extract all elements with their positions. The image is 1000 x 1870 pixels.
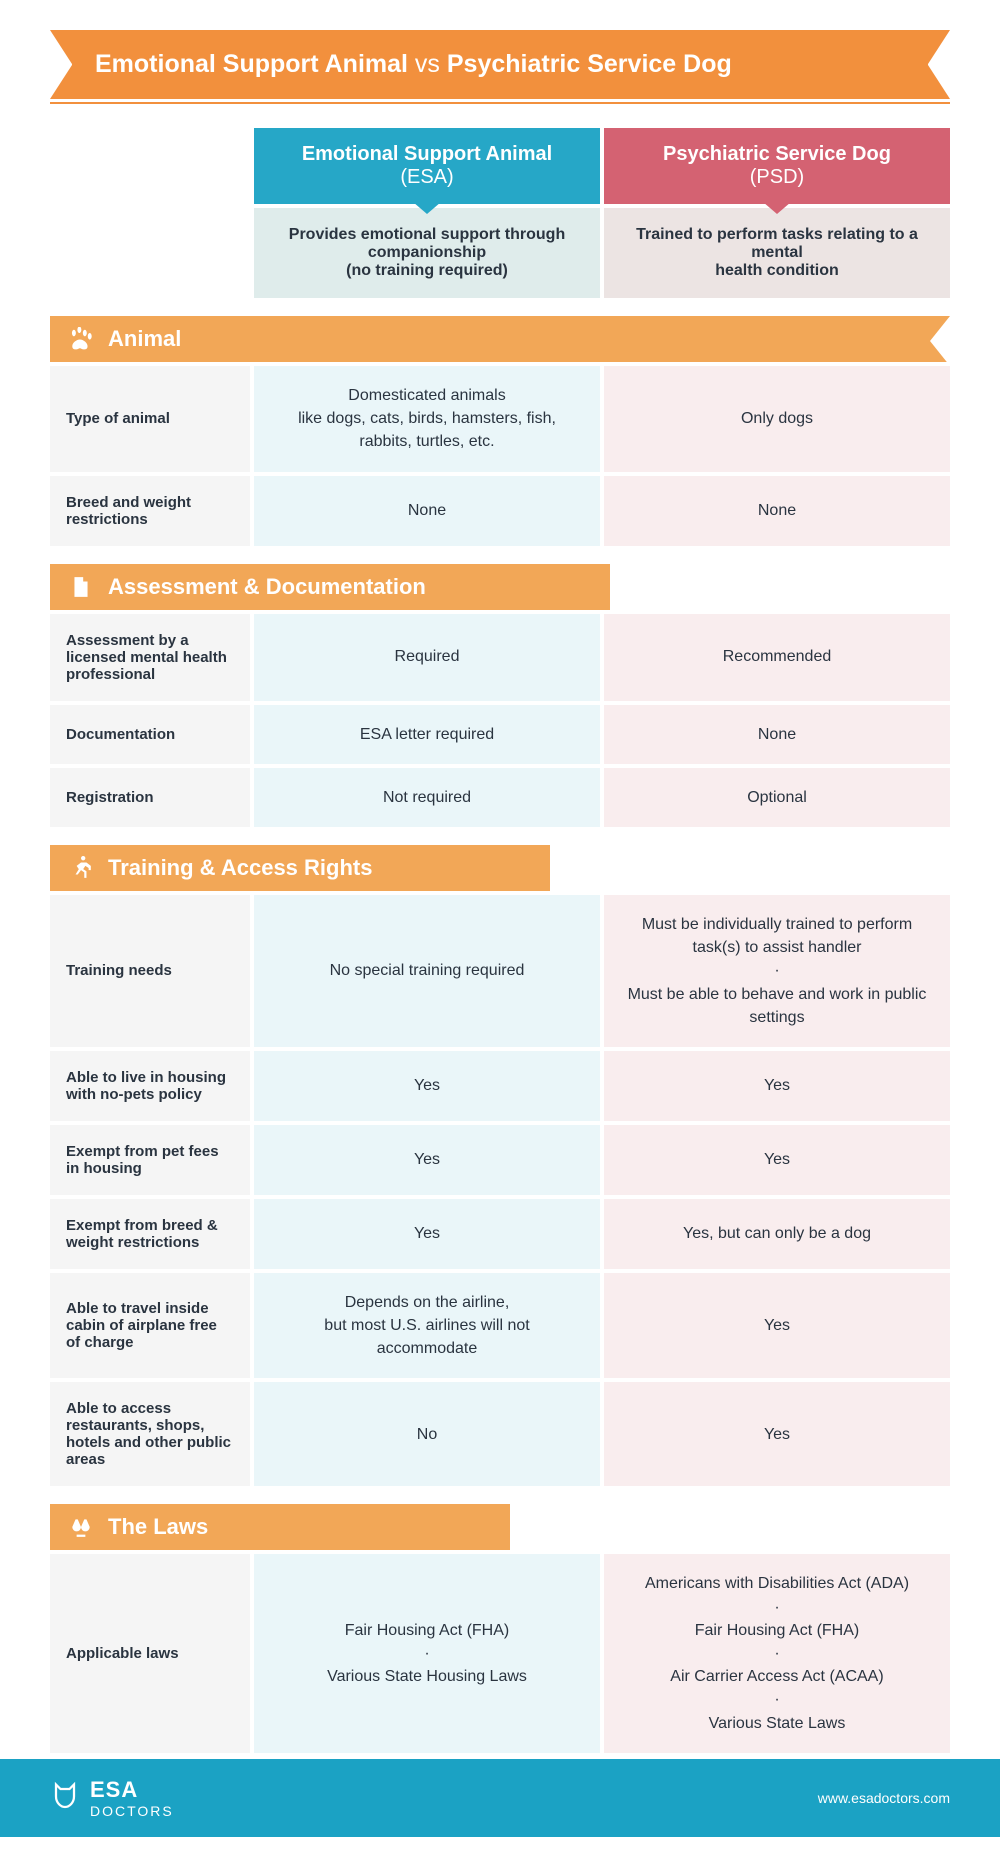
psd-cell: Optional <box>604 768 950 827</box>
title-underline <box>50 102 950 104</box>
esa-cell: Yes <box>254 1199 600 1269</box>
esa-description: Provides emotional support through compa… <box>254 208 600 298</box>
section-title: Assessment & Documentation <box>108 574 426 600</box>
esa-cell: No <box>254 1382 600 1486</box>
psd-cell: None <box>604 705 950 764</box>
title-ribbon: Emotional Support Animal vs Psychiatric … <box>50 30 950 99</box>
psd-cell: Americans with Disabilities Act (ADA) · … <box>604 1554 950 1752</box>
esa-cell: ESA letter required <box>254 705 600 764</box>
cat-icon <box>50 1780 80 1815</box>
empty-corner <box>50 128 250 204</box>
row-label: Exempt from breed & weight restrictions <box>50 1199 250 1269</box>
psd-abbr: (PSD) <box>614 166 940 189</box>
title-part1: Emotional Support Animal <box>95 50 408 78</box>
esa-arrow-icon <box>413 202 441 214</box>
psd-cell: None <box>604 476 950 546</box>
row-label: Assessment by a licensed mental health p… <box>50 614 250 701</box>
esa-cell: Depends on the airline, but most U.S. ai… <box>254 1273 600 1379</box>
psd-cell: Only dogs <box>604 366 950 472</box>
row-label: Applicable laws <box>50 1554 250 1752</box>
running-icon <box>68 855 94 881</box>
psd-cell: Yes <box>604 1125 950 1195</box>
psd-cell: Yes <box>604 1051 950 1121</box>
psd-cell: Recommended <box>604 614 950 701</box>
section-header: Assessment & Documentation <box>50 564 610 610</box>
esa-cell: Yes <box>254 1051 600 1121</box>
row-label: Type of animal <box>50 366 250 472</box>
comparison-grid: Emotional Support Animal (ESA) Psychiatr… <box>50 128 950 1753</box>
footer: ESA DOCTORS www.esadoctors.com <box>0 1759 1000 1837</box>
psd-cell: Must be individually trained to perform … <box>604 895 950 1047</box>
row-label: Registration <box>50 768 250 827</box>
logo-sub: DOCTORS <box>90 1803 174 1819</box>
scales-icon <box>68 1514 94 1540</box>
psd-cell: Yes, but can only be a dog <box>604 1199 950 1269</box>
esa-name: Emotional Support Animal <box>302 143 552 165</box>
section-title: The Laws <box>108 1514 208 1540</box>
footer-url: www.esadoctors.com <box>818 1790 950 1806</box>
row-label: Able to live in housing with no-pets pol… <box>50 1051 250 1121</box>
esa-cell: None <box>254 476 600 546</box>
title-vs: vs <box>408 50 447 78</box>
psd-column-header: Psychiatric Service Dog (PSD) <box>604 128 950 204</box>
footer-logo: ESA DOCTORS <box>50 1777 174 1819</box>
esa-cell: Fair Housing Act (FHA) · Various State H… <box>254 1554 600 1752</box>
psd-cell: Yes <box>604 1273 950 1379</box>
document-icon <box>68 574 94 600</box>
empty-desc-label <box>50 208 250 298</box>
section-header: Animal <box>50 316 950 362</box>
esa-cell: Domesticated animals like dogs, cats, bi… <box>254 366 600 472</box>
psd-cell: Yes <box>604 1382 950 1486</box>
psd-description: Trained to perform tasks relating to a m… <box>604 208 950 298</box>
row-label: Able to travel inside cabin of airplane … <box>50 1273 250 1379</box>
esa-cell: Not required <box>254 768 600 827</box>
row-label: Breed and weight restrictions <box>50 476 250 546</box>
esa-abbr: (ESA) <box>264 166 590 189</box>
paw-icon <box>68 326 94 352</box>
section-title: Training & Access Rights <box>108 855 372 881</box>
esa-cell: Yes <box>254 1125 600 1195</box>
psd-arrow-icon <box>763 202 791 214</box>
esa-column-header: Emotional Support Animal (ESA) <box>254 128 600 204</box>
esa-cell: No special training required <box>254 895 600 1047</box>
logo-main: ESA <box>90 1777 138 1802</box>
section-header: Training & Access Rights <box>50 845 550 891</box>
section-header: The Laws <box>50 1504 510 1550</box>
section-title: Animal <box>108 326 181 352</box>
esa-cell: Required <box>254 614 600 701</box>
row-label: Documentation <box>50 705 250 764</box>
title-part2: Psychiatric Service Dog <box>447 50 732 78</box>
row-label: Exempt from pet fees in housing <box>50 1125 250 1195</box>
psd-name: Psychiatric Service Dog <box>663 143 891 165</box>
row-label: Able to access restaurants, shops, hotel… <box>50 1382 250 1486</box>
row-label: Training needs <box>50 895 250 1047</box>
